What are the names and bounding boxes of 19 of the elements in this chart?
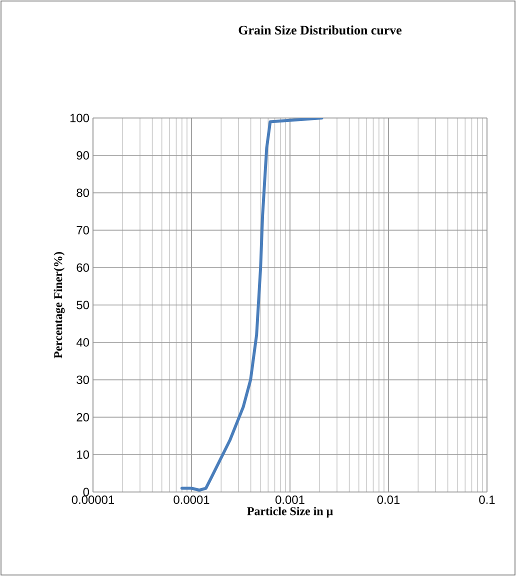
y-tick-label: 30 [76,376,90,384]
x-axis-title: Particle Size in μ [247,506,333,518]
y-tick-label: 50 [76,300,90,310]
y-tick-label: 10 [77,450,90,459]
y-tick-label: 20 [76,412,90,422]
y-axis-title: Percentage Finer(%) [54,252,65,358]
y-tick-label: 40 [76,338,90,347]
x-tick-label: 0.0001 [174,496,210,504]
chart-title: Grain Size Distribution curve [238,25,402,35]
x-tick-label: 0.01 [377,496,400,504]
y-tick-label: 90 [76,151,90,160]
y-tick-label: 100 [70,114,90,122]
y-tick-label: 60 [76,263,90,272]
y-tick-label: 80 [76,188,90,198]
x-tick-label: 0.00001 [72,496,114,504]
y-tick-label: 70 [76,226,90,234]
x-tick-label: 0.001 [276,496,304,504]
x-tick-label: 0.1 [479,496,495,504]
y-tick-label: 0 [83,488,90,496]
